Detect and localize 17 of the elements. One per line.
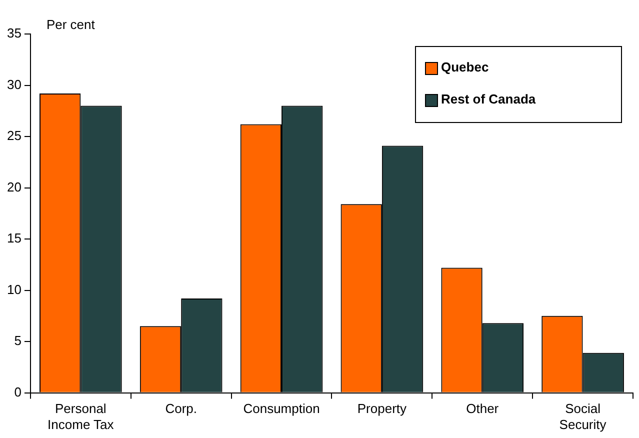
x-tick-label: Personal Income Tax [48, 401, 114, 432]
legend-label: Quebec [441, 60, 489, 75]
y-tick-label: 25 [6, 128, 22, 144]
x-tick-label: Corp. [165, 401, 197, 416]
x-tick-label: Other [466, 401, 500, 416]
legend-label: Rest of Canada [441, 92, 536, 107]
y-axis-title: Per cent [46, 17, 96, 32]
y-tick-label: 5 [14, 333, 22, 348]
y-tick-label: 0 [14, 384, 22, 400]
y-tick-label: 30 [6, 76, 22, 92]
y-tick-label: 20 [6, 179, 22, 194]
y-tick-label: 35 [6, 26, 22, 41]
x-tick-label: Property [357, 401, 407, 416]
y-tick-label: 10 [6, 282, 22, 297]
x-tick-label: Consumption [243, 401, 320, 416]
x-tick-label: Social Security [559, 401, 607, 432]
y-tick-label: 15 [6, 230, 22, 246]
